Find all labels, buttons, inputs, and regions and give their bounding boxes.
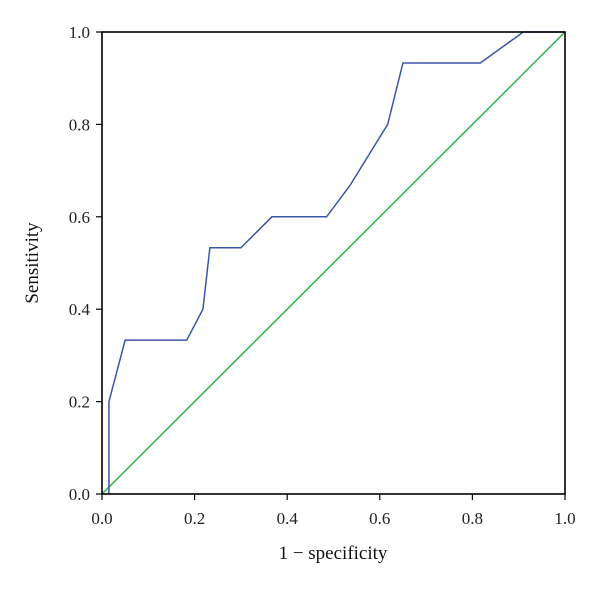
x-tick-label: 0.4: [277, 509, 299, 528]
plot-frame: [101, 31, 566, 495]
x-axis-title: 1 − specificity: [279, 543, 388, 564]
y-tick-label: 1.0: [69, 23, 90, 42]
x-tick-label: 0.6: [369, 509, 390, 528]
y-axis-title: Sensitivity: [22, 222, 43, 304]
x-tick-label: 0.8: [462, 509, 483, 528]
y-tick-label: 0.4: [69, 300, 91, 319]
roc-curve-line: [108, 31, 565, 494]
reference-diagonal-line: [101, 31, 566, 495]
y-tick-label: 0.6: [69, 208, 90, 227]
y-tick-label: 0.8: [69, 115, 90, 134]
x-tick-label: 0.2: [184, 509, 205, 528]
x-tick-label: 1.0: [554, 509, 575, 528]
x-tick-label: 0.0: [91, 509, 112, 528]
plot-area: [101, 31, 566, 495]
y-tick-label: 0.0: [69, 485, 90, 504]
y-tick-label: 0.2: [69, 393, 90, 412]
axis-ticks: 0.0 0.2 0.4 0.6 0.8 1.0 0.0 0.2 0.4 0.6 0.8 1.0: [69, 23, 576, 528]
